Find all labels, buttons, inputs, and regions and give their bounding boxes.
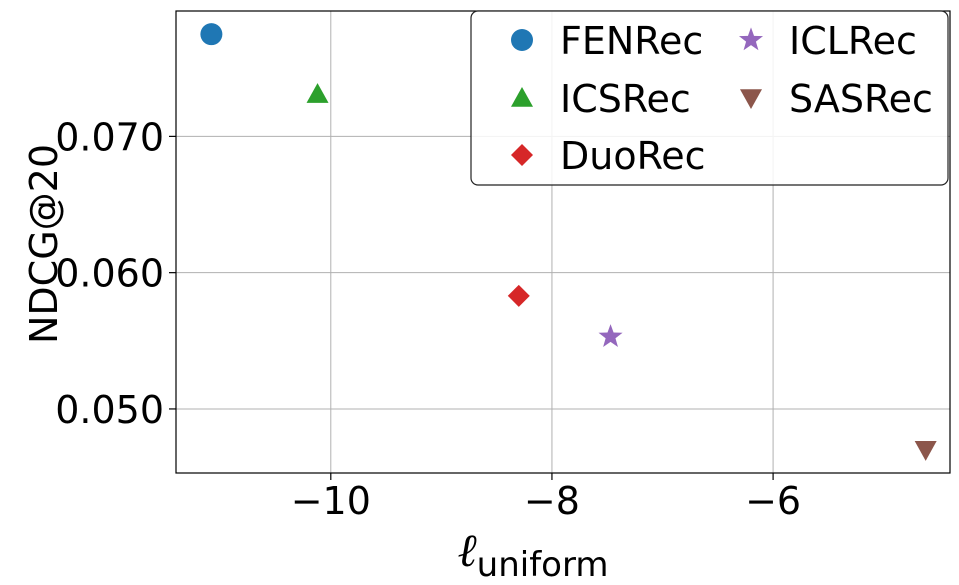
x-axis-label: ℓuniform [458, 523, 609, 585]
legend-label-icsrec: ICSRec [560, 77, 691, 121]
y-tick-label: 0.060 [55, 252, 164, 296]
y-tick-label: 0.070 [55, 115, 164, 159]
legend-label-fenrec: FENRec [560, 19, 703, 63]
x-tick-label: −10 [291, 479, 371, 523]
legend-marker-fenrec [511, 29, 533, 51]
legend-item-fenrec: FENRec [511, 19, 703, 63]
data-point-icsrec [306, 83, 329, 103]
x-tick-label: −6 [745, 479, 801, 523]
legend-label-sasrec: SASRec [789, 77, 933, 121]
legend-item-duorec: DuoRec [511, 134, 706, 178]
legend-item-icsrec: ICSRec [511, 77, 691, 121]
legend-marker-duorec [511, 144, 533, 166]
data-points [200, 23, 937, 461]
legend: FENRec ICSRec DuoRec ICLRec SASRec [470, 10, 949, 186]
legend-item-sasrec: SASRec [740, 77, 933, 121]
data-point-sasrec [914, 441, 937, 461]
x-axis-ticks: −10 −8 −6 [291, 473, 801, 523]
legend-item-iclrec: ICLRec [738, 19, 917, 63]
legend-label-duorec: DuoRec [560, 134, 706, 178]
legend-frame [470, 10, 949, 186]
data-point-iclrec [598, 324, 623, 347]
x-axis-label-subscript: uniform [477, 545, 609, 585]
data-point-fenrec [200, 23, 223, 46]
x-axis-label-symbol: ℓ [458, 523, 478, 577]
legend-marker-sasrec [740, 89, 762, 109]
y-tick-label: 0.050 [55, 388, 164, 432]
legend-label-iclrec: ICLRec [789, 19, 917, 63]
legend-marker-icsrec [511, 87, 533, 107]
y-axis-ticks: 0.050 0.060 0.070 [55, 115, 176, 432]
x-tick-label: −8 [524, 479, 580, 523]
y-axis-label: NDCG@20 [22, 144, 66, 344]
data-point-duorec [507, 284, 530, 307]
legend-marker-iclrec [738, 27, 764, 51]
